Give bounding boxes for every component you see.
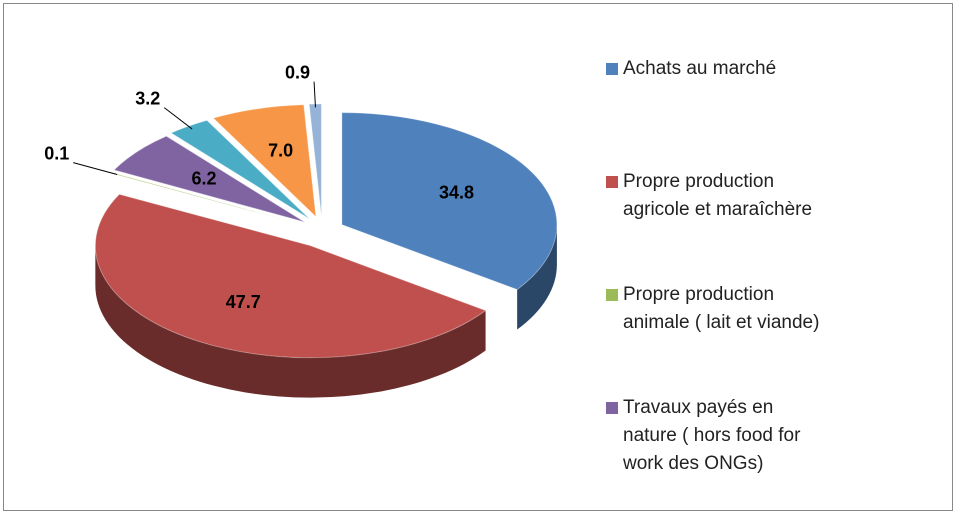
legend-swatch <box>606 63 618 75</box>
legend-swatch <box>606 176 618 188</box>
legend-label: Propre production animale ( lait et vian… <box>623 284 820 333</box>
leader-line <box>313 81 316 108</box>
data-label: 0.9 <box>285 62 310 82</box>
legend-entry: Propre production agricole et maraîchère <box>606 171 946 224</box>
legend-label: Travaux payés en nature ( hors food for … <box>623 397 801 474</box>
leader-line <box>73 162 118 175</box>
slice <box>212 104 317 218</box>
data-label: 7.0 <box>268 141 293 161</box>
data-label: 34.8 <box>439 183 474 203</box>
slice-side <box>95 245 486 398</box>
slice <box>94 193 487 359</box>
legend-entry: Achats au marché <box>606 58 946 83</box>
data-label: 0.1 <box>44 143 69 163</box>
legend-entry: Travaux payés en nature ( hors food for … <box>606 397 946 478</box>
legend-swatch <box>606 402 618 414</box>
chart-border <box>3 3 953 511</box>
legend-entry: Propre production animale ( lait et vian… <box>606 284 946 337</box>
legend-label: Achats au marché <box>623 58 777 79</box>
slice-side <box>517 224 557 330</box>
data-label: 3.2 <box>135 88 160 108</box>
legend-label: Propre production agricole et maraîchère <box>623 171 813 220</box>
leader-line <box>163 107 193 130</box>
legend-swatch <box>606 289 618 301</box>
data-label: 47.7 <box>226 292 261 312</box>
slice <box>341 112 558 291</box>
data-label: 6.2 <box>192 169 217 189</box>
slice <box>113 135 305 223</box>
